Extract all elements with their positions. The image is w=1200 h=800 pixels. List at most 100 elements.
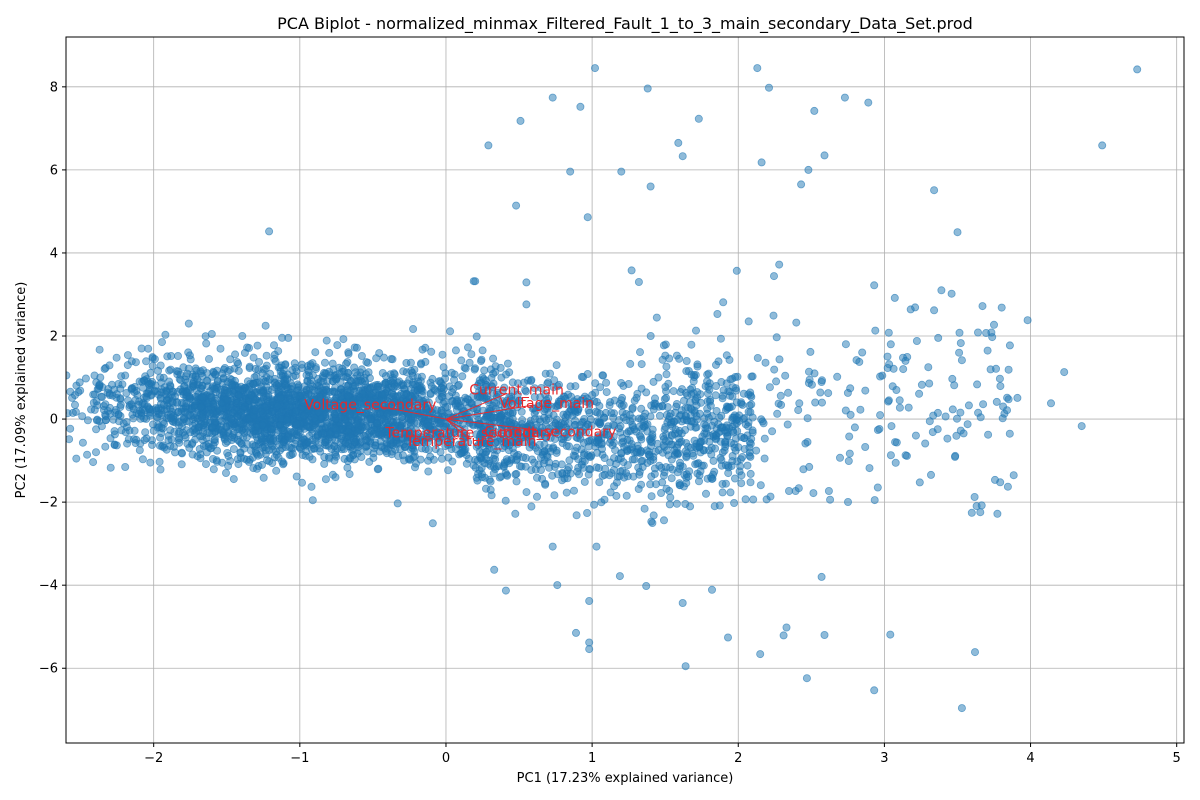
scatter-point bbox=[155, 441, 164, 450]
scatter-point bbox=[775, 355, 784, 364]
scatter-point bbox=[616, 467, 625, 476]
scatter-point bbox=[638, 462, 647, 471]
scatter-point bbox=[933, 425, 942, 434]
scatter-point bbox=[446, 327, 455, 336]
scatter-point bbox=[166, 413, 175, 422]
scatter-point bbox=[365, 374, 374, 383]
x-axis-label: PC1 (17.23% explained variance) bbox=[517, 771, 734, 786]
scatter-point bbox=[740, 434, 749, 443]
scatter-point bbox=[192, 386, 201, 395]
scatter-point bbox=[927, 470, 936, 479]
scatter-point bbox=[137, 411, 146, 420]
scatter-point bbox=[625, 410, 634, 419]
scatter-point bbox=[310, 423, 319, 432]
scatter-point bbox=[134, 400, 143, 409]
scatter-point bbox=[151, 404, 160, 413]
scatter-point bbox=[911, 303, 920, 312]
scatter-point bbox=[160, 383, 169, 392]
scatter-point bbox=[884, 328, 893, 337]
scatter-point bbox=[744, 422, 753, 431]
scatter-point bbox=[745, 451, 754, 460]
scatter-point bbox=[196, 403, 205, 412]
scatter-point bbox=[841, 340, 850, 349]
scatter-point bbox=[344, 368, 353, 377]
scatter-point bbox=[997, 303, 1006, 312]
scatter-point bbox=[167, 351, 176, 360]
scatter-point bbox=[724, 469, 733, 478]
scatter-point bbox=[974, 328, 983, 337]
scatter-point bbox=[574, 455, 583, 464]
scatter-point bbox=[734, 443, 743, 452]
scatter-point bbox=[816, 388, 825, 397]
scatter-point bbox=[527, 502, 536, 511]
scatter-point bbox=[659, 341, 668, 350]
scatter-point bbox=[521, 453, 530, 462]
scatter-point bbox=[681, 662, 690, 671]
scatter-point bbox=[144, 344, 153, 353]
scatter-point bbox=[224, 388, 233, 397]
scatter-point bbox=[92, 425, 101, 434]
scatter-point bbox=[491, 455, 500, 464]
scatter-point bbox=[899, 365, 908, 374]
scatter-point bbox=[105, 361, 114, 370]
scatter-point bbox=[743, 461, 752, 470]
scatter-point bbox=[784, 388, 793, 397]
scatter-point bbox=[177, 460, 186, 469]
scatter-point bbox=[716, 453, 725, 462]
scatter-point bbox=[622, 491, 631, 500]
scatter-point bbox=[687, 340, 696, 349]
scatter-point bbox=[306, 360, 315, 369]
scatter-point bbox=[844, 456, 853, 465]
scatter-point bbox=[713, 309, 722, 318]
scatter-point bbox=[817, 572, 826, 581]
scatter-point bbox=[630, 448, 639, 457]
scatter-point bbox=[436, 377, 445, 386]
scatter-point bbox=[390, 370, 399, 379]
scatter-point bbox=[600, 495, 609, 504]
scatter-point bbox=[184, 319, 193, 328]
scatter-point bbox=[781, 371, 790, 380]
scatter-point bbox=[203, 399, 212, 408]
scatter-point bbox=[870, 281, 879, 290]
scatter-point bbox=[541, 369, 550, 378]
scatter-point bbox=[369, 453, 378, 462]
scatter-point bbox=[760, 454, 769, 463]
scatter-point bbox=[719, 298, 728, 307]
scatter-point bbox=[925, 379, 934, 388]
scatter-point bbox=[978, 302, 987, 311]
scatter-point bbox=[106, 463, 115, 472]
scatter-point bbox=[976, 413, 985, 422]
scatter-point bbox=[121, 462, 130, 471]
scatter-point bbox=[576, 102, 585, 111]
scatter-point bbox=[457, 356, 466, 365]
scatter-point bbox=[602, 388, 611, 397]
scatter-point bbox=[626, 426, 635, 435]
scatter-point bbox=[257, 434, 266, 443]
scatter-point bbox=[288, 449, 297, 458]
scatter-point bbox=[765, 83, 774, 92]
scatter-point bbox=[718, 479, 727, 488]
scatter-point bbox=[219, 374, 228, 383]
scatter-point bbox=[297, 478, 306, 487]
scatter-point bbox=[915, 389, 924, 398]
grid-lines bbox=[66, 37, 1184, 743]
scatter-point bbox=[489, 354, 498, 363]
scatter-point bbox=[510, 449, 519, 458]
scatter-point bbox=[649, 377, 658, 386]
scatter-point bbox=[516, 462, 525, 471]
scatter-point bbox=[662, 446, 671, 455]
scatter-point bbox=[855, 357, 864, 366]
scatter-point bbox=[651, 447, 660, 456]
scatter-point bbox=[486, 477, 495, 486]
scatter-point bbox=[616, 454, 625, 463]
y-tick-label: 0 bbox=[50, 413, 58, 428]
scatter-point bbox=[222, 422, 231, 431]
scatter-point bbox=[272, 466, 281, 475]
scatter-point bbox=[858, 348, 867, 357]
scatter-point bbox=[861, 442, 870, 451]
scatter-point bbox=[850, 423, 859, 432]
scatter-point bbox=[439, 385, 448, 394]
scatter-point bbox=[806, 347, 815, 356]
scatter-point bbox=[1003, 482, 1012, 491]
scatter-point bbox=[129, 414, 138, 423]
